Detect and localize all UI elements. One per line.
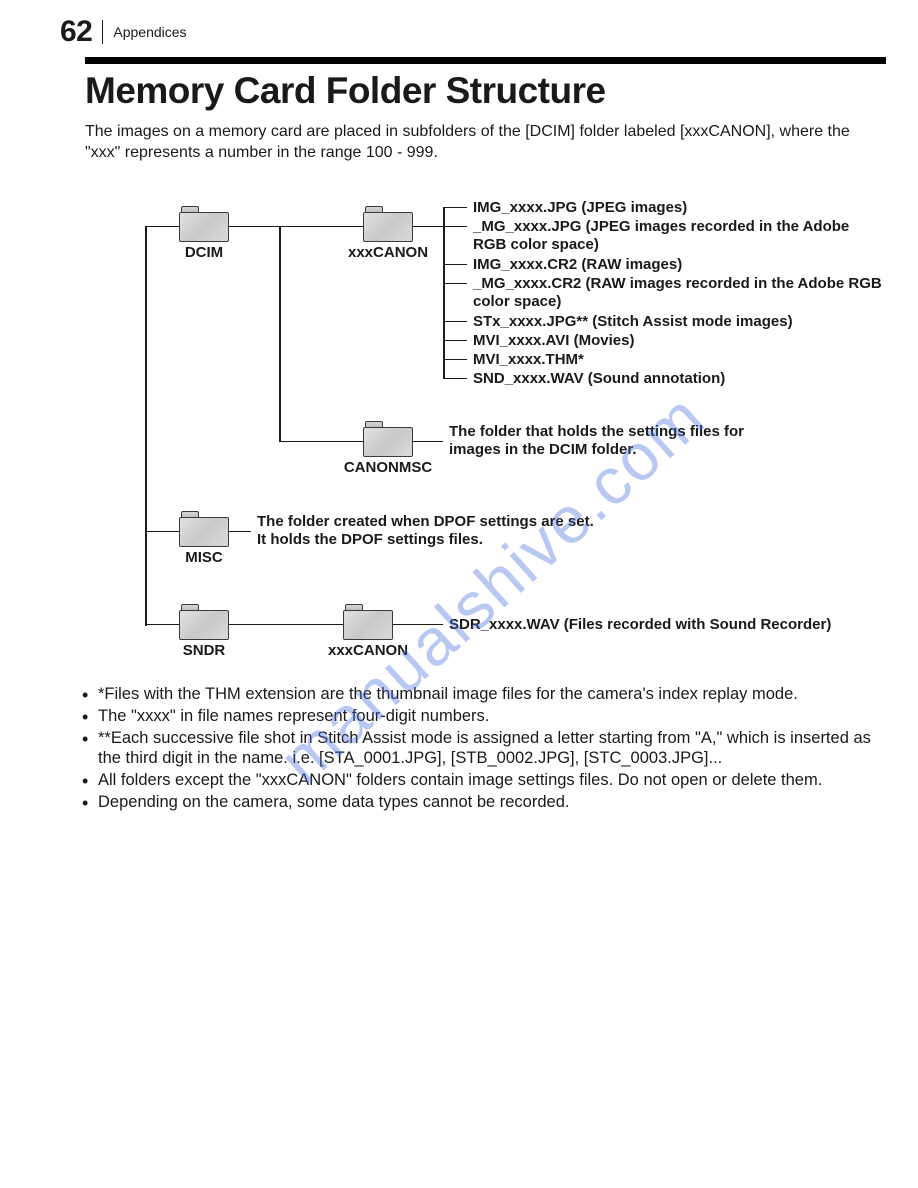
- file-entry: SND_xxxx.WAV (Sound annotation): [473, 370, 893, 389]
- note-item: **Each successive file shot in Stitch As…: [80, 728, 886, 770]
- tree-line: [279, 226, 281, 441]
- file-entry: MVI_xxxx.THM*: [473, 351, 893, 370]
- tree-line: [443, 359, 467, 361]
- note-item: *Files with the THM extension are the th…: [80, 684, 886, 705]
- folder-canonmsc: CANONMSC: [363, 421, 433, 476]
- title-rule: [85, 57, 886, 64]
- tree-line: [443, 378, 467, 380]
- note-item: Depending on the camera, some data types…: [80, 792, 886, 813]
- tree-line: [443, 264, 467, 266]
- folder-label: CANONMSC: [343, 459, 433, 476]
- intro-paragraph: The images on a memory card are placed i…: [85, 122, 886, 164]
- folder-dcim: DCIM: [179, 206, 229, 261]
- note-item: The "xxxx" in file names represent four-…: [80, 706, 886, 727]
- folder-label: MISC: [179, 549, 229, 566]
- file-entry: MVI_xxxx.AVI (Movies): [473, 332, 893, 351]
- tree-line: [443, 207, 445, 379]
- tree-line: [443, 321, 467, 323]
- folder-sndr: SNDR: [179, 604, 229, 659]
- tree-line: [145, 226, 147, 626]
- folder-label: DCIM: [179, 244, 229, 261]
- folder-icon: [179, 604, 229, 640]
- sndr-file-entry: SDR_xxxx.WAV (Files recorded with Sound …: [449, 616, 889, 635]
- notes-list: *Files with the THM extension are the th…: [80, 684, 886, 814]
- header-divider: [102, 20, 103, 44]
- tree-line: [229, 226, 279, 228]
- folder-xxxcanon-sndr: xxxCANON: [343, 604, 408, 659]
- file-entry: STx_xxxx.JPG** (Stitch Assist mode image…: [473, 313, 893, 332]
- tree-line: [279, 226, 363, 228]
- tree-line: [279, 441, 363, 443]
- folder-icon: [179, 511, 229, 547]
- tree-line: [229, 624, 343, 626]
- misc-description: The folder created when DPOF settings ar…: [257, 513, 687, 551]
- note-item: All folders except the "xxxCANON" folder…: [80, 770, 886, 791]
- folder-label: SNDR: [179, 642, 229, 659]
- tree-line: [229, 531, 251, 533]
- canonmsc-description: The folder that holds the settings files…: [449, 423, 799, 461]
- folder-icon: [363, 421, 413, 457]
- folder-icon: [179, 206, 229, 242]
- tree-line: [145, 531, 179, 533]
- folder-misc: MISC: [179, 511, 229, 566]
- folder-label: xxxCANON: [348, 244, 428, 261]
- tree-line: [443, 226, 467, 228]
- folder-icon: [363, 206, 413, 242]
- tree-line: [443, 283, 467, 285]
- tree-line: [145, 624, 179, 626]
- file-entry: IMG_xxxx.JPG (JPEG images): [473, 199, 893, 218]
- folder-label: xxxCANON: [328, 642, 408, 659]
- page-header: 62 Appendices: [60, 15, 886, 49]
- tree-line: [443, 340, 467, 342]
- file-entry: IMG_xxxx.CR2 (RAW images): [473, 256, 893, 275]
- folder-xxxcanon: xxxCANON: [363, 206, 428, 261]
- section-label: Appendices: [113, 24, 186, 40]
- file-entry: _MG_xxxx.JPG (JPEG images recorded in th…: [473, 218, 883, 256]
- page-number: 62: [60, 15, 92, 49]
- folder-structure-diagram: DCIM xxxCANON CANONMSC MISC SNDR xxxCANO…: [85, 196, 915, 666]
- tree-line: [145, 226, 179, 228]
- page-title: Memory Card Folder Structure: [85, 70, 886, 112]
- folder-icon: [343, 604, 393, 640]
- tree-line: [443, 207, 467, 209]
- file-entry: _MG_xxxx.CR2 (RAW images recorded in the…: [473, 275, 883, 313]
